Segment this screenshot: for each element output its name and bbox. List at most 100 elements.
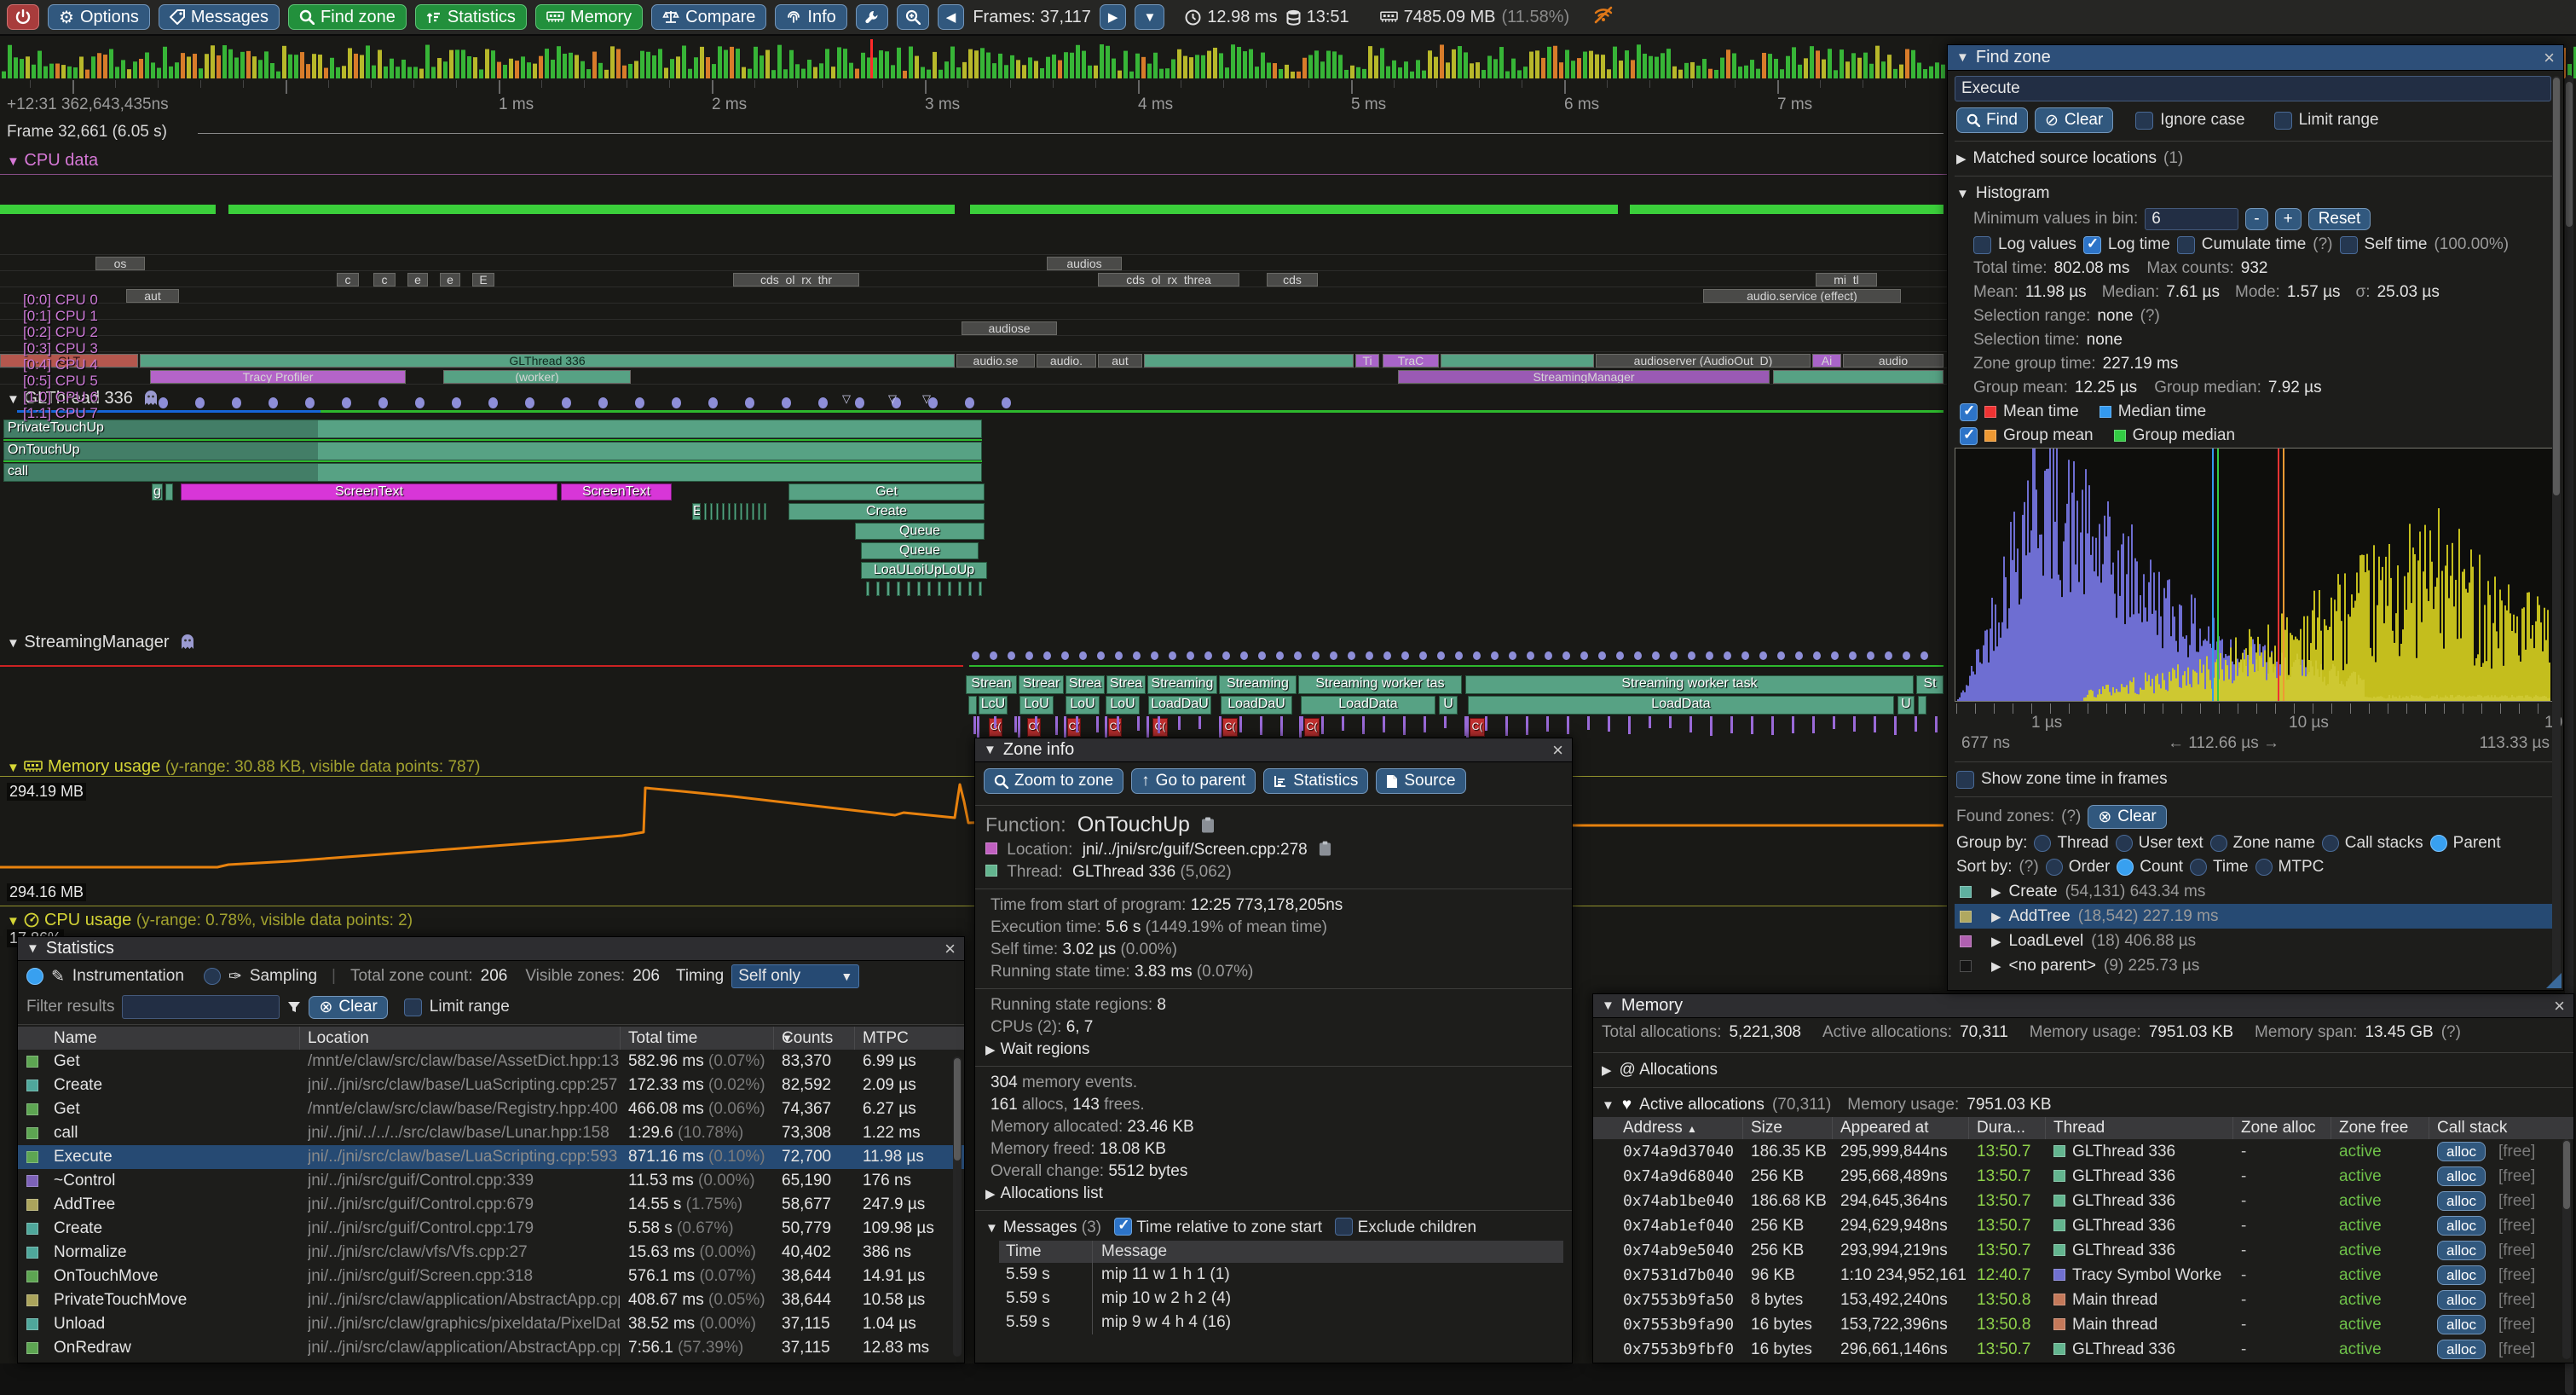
funnel-icon[interactable] bbox=[287, 1000, 301, 1014]
instrumentation-radio[interactable] bbox=[26, 968, 43, 985]
allocation-row[interactable]: 0x7553b9fa90 16 bytes 153,722,396ns 13:5… bbox=[1623, 1315, 2536, 1334]
statistics-row[interactable]: AddTree jni/../jni/src/guif/Control.cpp:… bbox=[18, 1193, 964, 1217]
zone-bar[interactable]: C( bbox=[1027, 718, 1041, 737]
ignore-case-checkbox[interactable] bbox=[2135, 111, 2154, 130]
zone-bar[interactable]: St bbox=[1916, 675, 1944, 694]
zone-bar[interactable]: Streaming bbox=[1147, 675, 1217, 694]
cpu-thread-block[interactable]: audio.service (effect) bbox=[1703, 289, 1901, 303]
col-total-time[interactable]: Total time bbox=[628, 1029, 698, 1047]
memory-usage-header[interactable]: ▼ Memory usage (y-range: 30.88 KB, visib… bbox=[7, 757, 481, 776]
info-button[interactable]: Info bbox=[775, 4, 847, 30]
group-by-radio[interactable]: Parent bbox=[2429, 834, 2501, 853]
message-row[interactable]: 5.59 s mip 11 w 1 h 1 (1) bbox=[999, 1263, 1563, 1287]
allocation-row[interactable]: 0x7531d7b040 96 KB 1:10 234,952,161 12:4… bbox=[1623, 1265, 2536, 1285]
alloc-link[interactable]: alloc bbox=[2437, 1265, 2486, 1285]
allocation-row[interactable]: 0x7553b9fa50 8 bytes 153,492,240ns 13:50… bbox=[1623, 1290, 2536, 1310]
zone-bar[interactable]: Queue bbox=[855, 523, 985, 540]
find-zone-histogram[interactable] bbox=[1955, 448, 2553, 702]
cpu-thread-block[interactable] bbox=[1773, 370, 1944, 384]
disconnected-icon[interactable] bbox=[1593, 5, 1614, 29]
prev-frame-button[interactable]: ◀ bbox=[937, 4, 965, 30]
zoom-to-zone-button[interactable]: Zoom to zone bbox=[984, 768, 1124, 794]
cpu-thread-block[interactable] bbox=[1144, 354, 1354, 368]
message-marker-icon[interactable]: ▽ bbox=[922, 392, 931, 405]
cpu-thread-block[interactable]: e bbox=[407, 273, 428, 287]
zone-bar[interactable]: Strean bbox=[966, 675, 1017, 694]
zone-bar[interactable]: Strea bbox=[1106, 675, 1146, 694]
memory-scrollbar[interactable] bbox=[2562, 1139, 2571, 1359]
alloc-link[interactable]: alloc bbox=[2437, 1290, 2486, 1310]
zone-bar[interactable]: LoadData bbox=[1301, 696, 1435, 715]
zone-bar[interactable]: Strear bbox=[1019, 675, 1064, 694]
log-time-checkbox[interactable] bbox=[2082, 235, 2101, 254]
find-zone-query-input[interactable] bbox=[1955, 76, 2551, 101]
zone-bar[interactable] bbox=[165, 483, 173, 501]
close-icon[interactable]: × bbox=[1552, 738, 1563, 761]
col-thread[interactable]: Thread bbox=[2053, 1119, 2105, 1137]
group-mean-median-checkbox[interactable] bbox=[1960, 426, 1978, 445]
sampling-radio[interactable] bbox=[203, 968, 221, 985]
statistics-scrollbar[interactable] bbox=[953, 1056, 962, 1357]
message-row[interactable]: 5.59 s mip 10 w 2 h 2 (4) bbox=[999, 1287, 1563, 1311]
show-zone-time-checkbox[interactable] bbox=[1956, 770, 1974, 789]
statistics-row[interactable]: Execute jni/../jni/src/claw/base/LuaScri… bbox=[18, 1145, 964, 1169]
alloc-link[interactable]: alloc bbox=[2437, 1216, 2486, 1236]
options-button[interactable]: ⚙ Options bbox=[48, 4, 150, 30]
active-allocations-section[interactable]: ▼ ♥ Active allocations (70,311) Memory u… bbox=[1602, 1096, 2052, 1114]
zone-bar[interactable]: LoadDaU bbox=[1148, 696, 1211, 715]
cpu-thread-block[interactable]: cds_ol_rx_thr bbox=[733, 273, 859, 287]
matched-locations-section[interactable]: ▶ Matched source locations (1) bbox=[1956, 149, 2184, 167]
cpu-thread-block[interactable]: c bbox=[373, 273, 396, 287]
zone-bar[interactable]: LoadDaU bbox=[1221, 696, 1292, 715]
filter-input[interactable] bbox=[122, 995, 280, 1019]
cpu-thread-block[interactable]: audio bbox=[1843, 354, 1944, 368]
messages-header[interactable]: ▼Messages (3) Time relative to zone star… bbox=[975, 1216, 1572, 1239]
message-marker-icon[interactable]: ▽ bbox=[842, 392, 851, 405]
cpu-thread-block[interactable]: cds_ol_rx_threa bbox=[1098, 273, 1239, 287]
cpu-thread-block[interactable]: cds bbox=[1267, 273, 1318, 287]
cpu-thread-block[interactable]: GLT bbox=[0, 354, 138, 368]
allocation-row[interactable]: 0x7553b9fbf0 16 bytes 296,661,146ns 13:5… bbox=[1623, 1340, 2536, 1359]
frame-dropdown-button[interactable]: ▼ bbox=[1135, 4, 1165, 30]
col-zone-free[interactable]: Zone free bbox=[2339, 1119, 2409, 1137]
go-to-parent-button[interactable]: ↑ Go to parent bbox=[1131, 768, 1256, 794]
group-by-radio[interactable]: Call stacks bbox=[2321, 834, 2423, 853]
alloc-link[interactable]: alloc bbox=[2437, 1315, 2486, 1334]
clear-button[interactable]: ⊘ Clear bbox=[2034, 107, 2114, 133]
statistics-row[interactable]: Unload jni/../jni/src/claw/graphics/pixe… bbox=[18, 1312, 964, 1336]
self-time-checkbox[interactable] bbox=[2339, 235, 2358, 254]
memory-titlebar[interactable]: ▼ Memory × bbox=[1593, 994, 2573, 1018]
col-duration[interactable]: Dura... bbox=[1977, 1119, 2026, 1137]
sort-by-radio[interactable]: MTPC bbox=[2255, 858, 2324, 877]
zone-statistics-button[interactable]: Statistics bbox=[1263, 768, 1369, 794]
cpu-thread-block[interactable]: audioserver (AudioOut_D) bbox=[1596, 354, 1811, 368]
zone-bar[interactable]: LoU bbox=[1066, 696, 1100, 715]
zone-bar[interactable]: call bbox=[3, 463, 982, 482]
clear-filter-button[interactable]: ⊗ Clear bbox=[309, 995, 388, 1019]
zone-bar[interactable]: LoU bbox=[1106, 696, 1140, 715]
zone-bar[interactable]: Streaming bbox=[1219, 675, 1297, 694]
next-frame-button[interactable]: ▶ bbox=[1099, 4, 1127, 30]
limit-range-checkbox[interactable] bbox=[403, 998, 422, 1016]
log-values-checkbox[interactable] bbox=[1973, 235, 1991, 254]
main-scrollbar-handle[interactable] bbox=[2566, 82, 2573, 227]
cpu-thread-block[interactable]: audios bbox=[1047, 257, 1122, 270]
zone-bar[interactable]: ScreenText bbox=[181, 483, 557, 501]
cpu-thread-block[interactable] bbox=[1441, 354, 1594, 368]
col-size[interactable]: Size bbox=[1751, 1119, 1782, 1137]
power-button[interactable] bbox=[7, 4, 39, 30]
sort-by-radio[interactable]: Count bbox=[2117, 858, 2183, 877]
cpu-thread-block[interactable]: Tracy Profiler bbox=[150, 370, 406, 384]
zone-bar[interactable]: PrivateTouchUp bbox=[3, 420, 982, 438]
cpu-usage-header[interactable]: ▼ CPU usage (y-range: 0.78%, visible dat… bbox=[7, 911, 413, 929]
statistics-button[interactable]: Statistics bbox=[414, 4, 527, 30]
source-button[interactable]: Source bbox=[1376, 768, 1466, 794]
allocation-row[interactable]: 0x74ab9e5040 256 KB 293,994,219ns 13:50.… bbox=[1623, 1241, 2536, 1260]
statistics-titlebar[interactable]: ▼ Statistics × bbox=[18, 937, 964, 961]
allocations-section[interactable]: ▶ @ Allocations bbox=[1602, 1061, 1718, 1079]
zone-bar[interactable]: Get bbox=[788, 483, 985, 501]
col-call-stack[interactable]: Call stack bbox=[2437, 1119, 2508, 1137]
cpu-thread-block[interactable]: StreamingManager bbox=[1398, 370, 1770, 384]
zone-bar[interactable]: LcU bbox=[979, 696, 1008, 715]
streamingmanager-header[interactable]: ▼ StreamingManager bbox=[7, 633, 194, 652]
